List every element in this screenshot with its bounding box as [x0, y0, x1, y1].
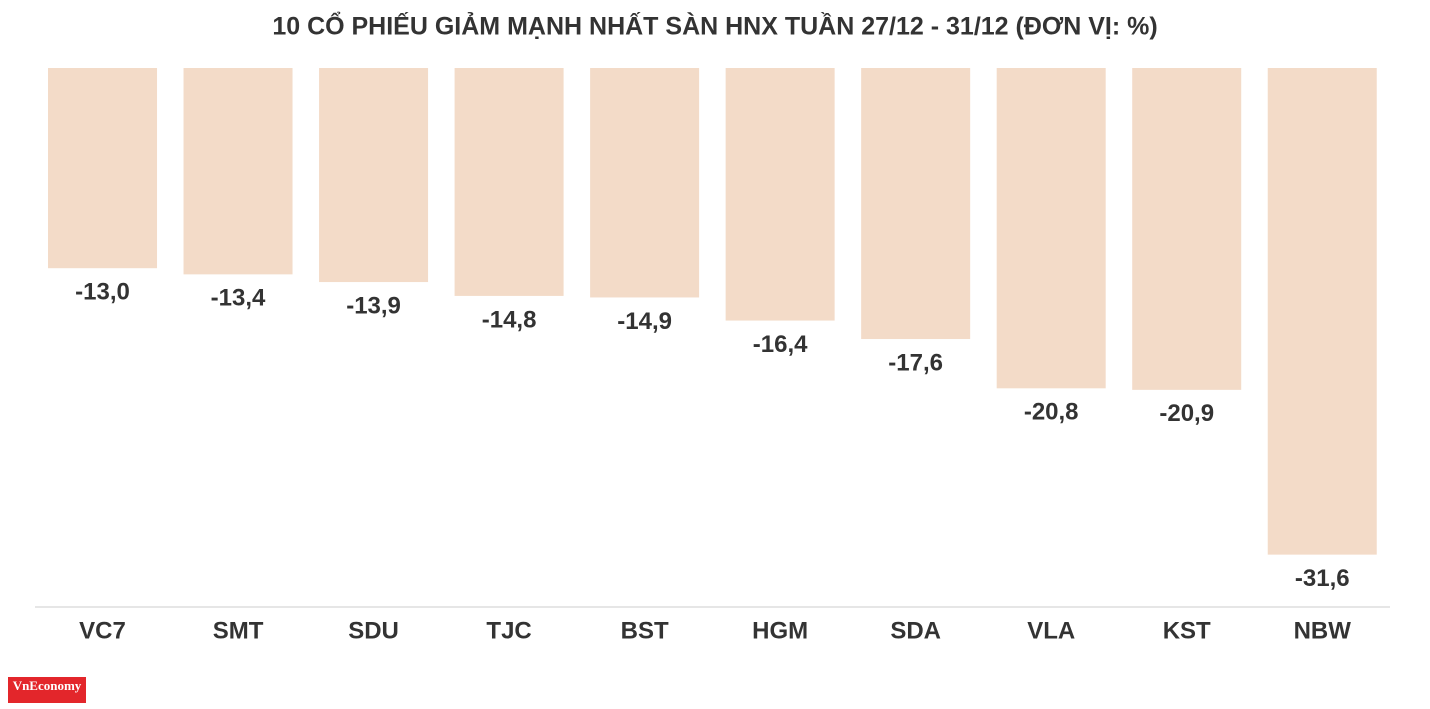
chart-title: 10 CỔ PHIẾU GIẢM MẠNH NHẤT SÀN HNX TUẦN …: [272, 11, 1157, 41]
bar: [1132, 68, 1242, 390]
x-tick-label: SDA: [890, 617, 941, 644]
bar: [725, 68, 835, 321]
x-tick-label: VLA: [1027, 617, 1075, 644]
bar: [996, 68, 1106, 389]
value-label: -31,6: [1295, 565, 1350, 592]
x-tick-label: KST: [1163, 617, 1211, 644]
value-label: -17,6: [888, 349, 943, 376]
x-tick-label: SDU: [348, 617, 399, 644]
bar: [1267, 68, 1377, 555]
x-tick-label: SMT: [213, 617, 264, 644]
value-label: -13,0: [75, 279, 130, 306]
bar: [183, 68, 293, 275]
value-label: -13,9: [346, 292, 401, 319]
x-tick-label: BST: [621, 617, 669, 644]
bar: [861, 68, 971, 340]
bar: [454, 68, 564, 296]
value-label: -14,9: [617, 308, 672, 335]
value-label: -16,4: [753, 331, 808, 358]
value-label: -13,4: [211, 285, 266, 312]
x-tick-label: HGM: [752, 617, 808, 644]
logo: VnEconomy: [13, 678, 82, 693]
value-label: -14,8: [482, 306, 537, 333]
bar: [590, 68, 700, 298]
x-tick-label: NBW: [1294, 617, 1352, 644]
logo-box: [8, 677, 86, 703]
x-tick-label: VC7: [79, 617, 126, 644]
bar: [319, 68, 429, 283]
value-label: -20,9: [1159, 400, 1214, 427]
value-label: -20,8: [1024, 399, 1079, 426]
x-tick-label: TJC: [486, 617, 531, 644]
bar: [48, 68, 158, 269]
